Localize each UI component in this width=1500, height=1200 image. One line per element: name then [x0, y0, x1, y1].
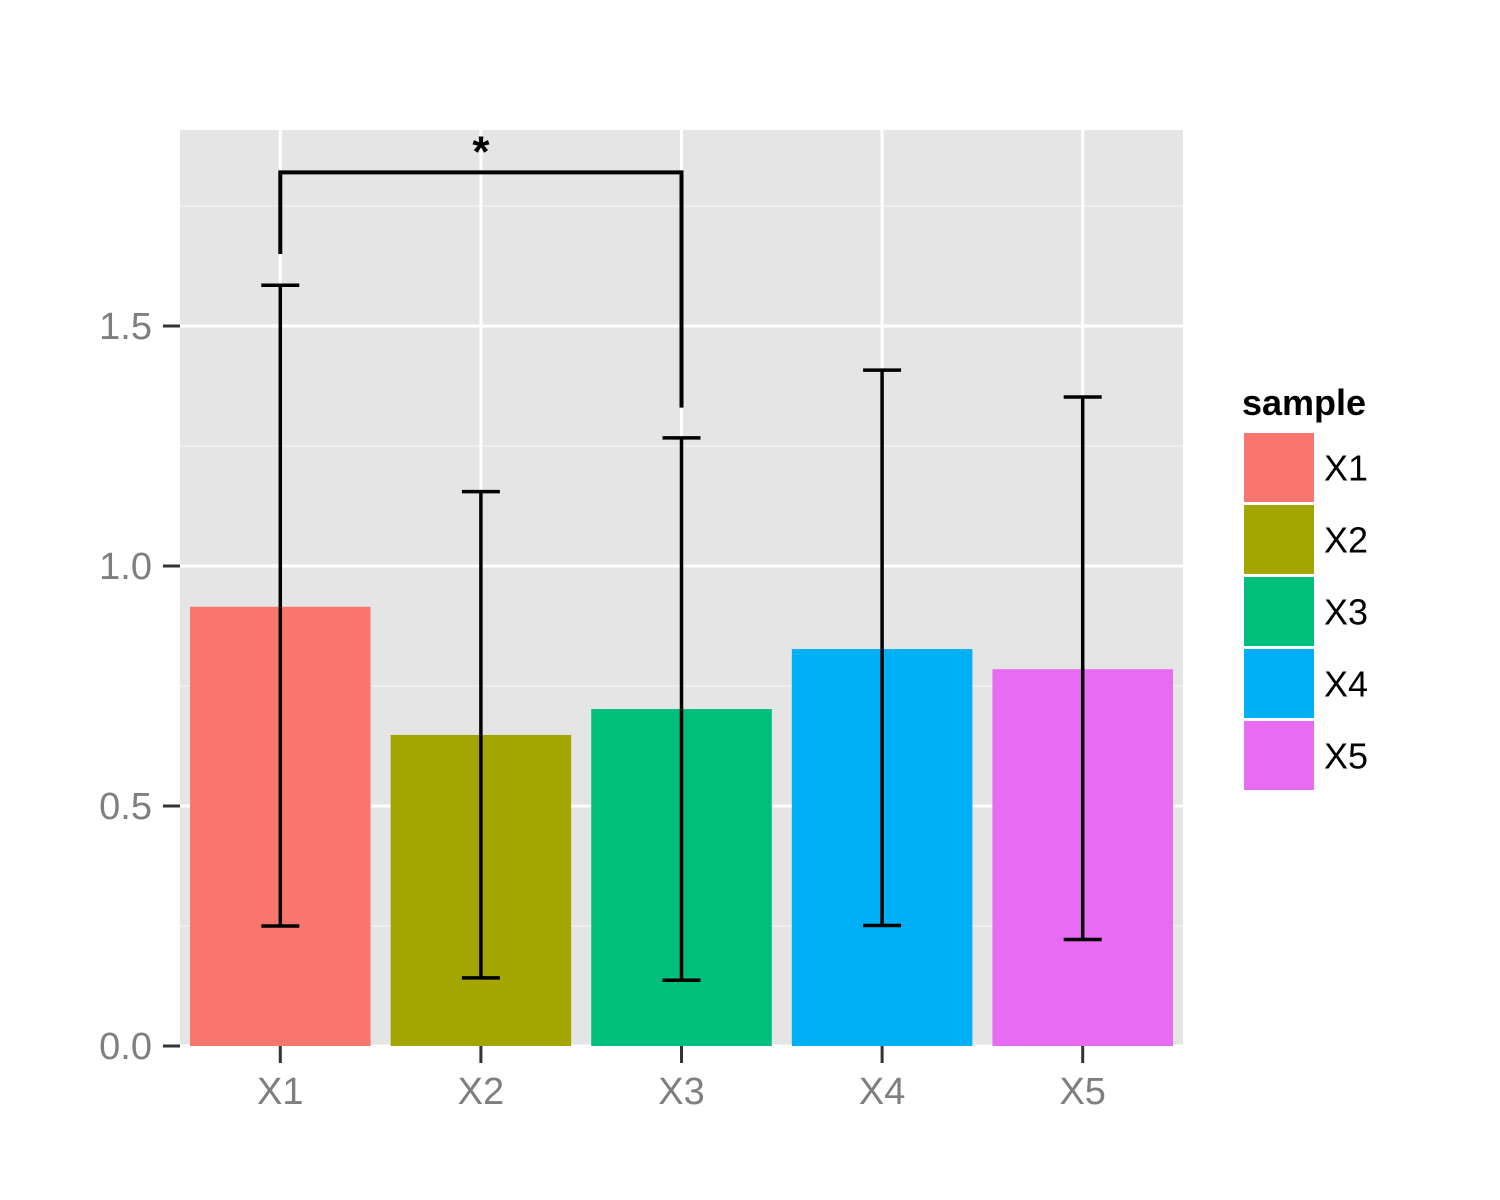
legend-label-x3: X3 [1324, 592, 1368, 633]
y-tick-label: 0.0 [99, 1026, 152, 1068]
legend-key-x4 [1242, 647, 1316, 720]
x-tick-label: X1 [257, 1071, 303, 1113]
legend: sample X1 X2 X3 X4 X5 [1242, 382, 1368, 792]
y-tick-label: 0.5 [99, 786, 152, 828]
legend-label-x5: X5 [1324, 736, 1368, 777]
error-bars [261, 283, 1102, 982]
legend-label-x2: X2 [1324, 520, 1368, 561]
x-tick-label: X2 [458, 1071, 504, 1113]
x-tick-label: X5 [1059, 1071, 1105, 1113]
legend-key-x5 [1242, 719, 1316, 792]
legend-label-x4: X4 [1324, 664, 1368, 705]
legend-title: sample [1242, 382, 1366, 423]
y-axis: 0.0 0.5 1.0 1.5 [99, 306, 180, 1068]
legend-key-x2 [1242, 503, 1316, 576]
x-tick-label: X4 [859, 1071, 905, 1113]
legend-key-x3 [1242, 575, 1316, 648]
y-tick-label: 1.5 [99, 306, 152, 348]
legend-key-x1 [1242, 431, 1316, 504]
x-tick-label: X3 [658, 1071, 704, 1113]
significance-label: * [472, 127, 490, 176]
significance-bracket [278, 170, 684, 408]
legend-label-x1: X1 [1324, 448, 1368, 489]
x-axis: X1 X2 X3 X4 X5 [257, 1046, 1106, 1113]
significance-annotation: * [278, 127, 684, 408]
y-tick-label: 1.0 [99, 546, 152, 588]
